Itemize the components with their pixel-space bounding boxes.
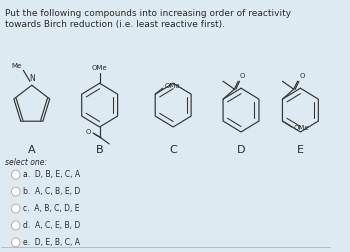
Text: N: N — [29, 74, 35, 83]
Circle shape — [12, 221, 20, 230]
Text: b.  A, C, B, E, D: b. A, C, B, E, D — [23, 187, 80, 196]
Text: A: A — [28, 145, 36, 155]
Text: OMe: OMe — [294, 125, 309, 131]
Text: select one:: select one: — [5, 158, 48, 167]
Text: OMe: OMe — [92, 65, 107, 71]
Text: a.  D, B, E, C, A: a. D, B, E, C, A — [23, 170, 80, 179]
Text: O: O — [86, 129, 91, 135]
Text: Put the following compounds into increasing order of reactivity: Put the following compounds into increas… — [5, 9, 292, 18]
Text: c.  A, B, C, D, E: c. A, B, C, D, E — [23, 204, 80, 213]
Circle shape — [12, 238, 20, 247]
Text: E: E — [297, 145, 304, 155]
Text: towards Birch reduction (i.e. least reactive first).: towards Birch reduction (i.e. least reac… — [5, 20, 225, 28]
Circle shape — [12, 187, 20, 196]
Text: O: O — [299, 73, 305, 79]
Text: D: D — [237, 145, 245, 155]
Text: d.  A, C, E, B, D: d. A, C, E, B, D — [23, 221, 80, 230]
Circle shape — [12, 204, 20, 213]
Text: Me: Me — [11, 63, 21, 69]
Circle shape — [12, 170, 20, 179]
Text: e.  D, E, B, C, A: e. D, E, B, C, A — [23, 238, 80, 247]
Text: C: C — [169, 145, 177, 155]
Text: B: B — [96, 145, 104, 155]
Text: O: O — [240, 73, 245, 79]
Text: OMe: OMe — [164, 83, 180, 89]
